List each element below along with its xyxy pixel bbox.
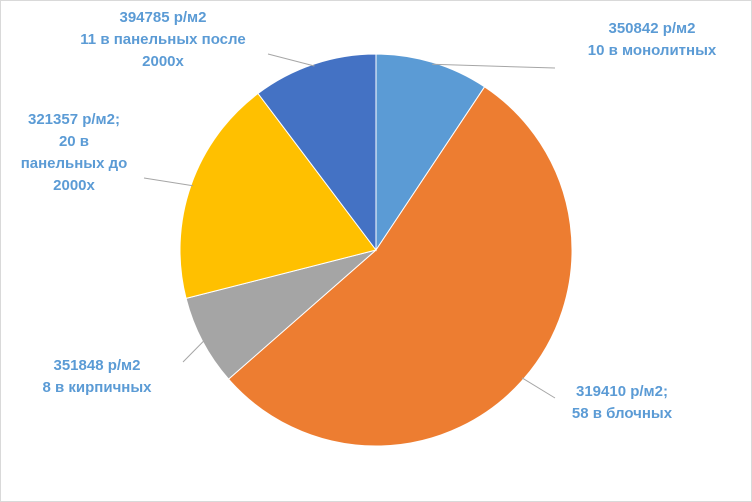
data-label-line: 351848 р/м2 <box>53 357 141 374</box>
data-label-line: панельных до <box>20 155 128 172</box>
leader-line <box>432 63 556 69</box>
data-label-monolithic: 350842 р/м2 10 в монолитных <box>557 18 747 62</box>
leader-line <box>143 177 194 187</box>
data-label-block: 319410 р/м2; 58 в блочных <box>532 381 712 425</box>
pie-slice-monolithic <box>375 53 486 252</box>
data-label-line: 10 в монолитных <box>587 42 717 59</box>
data-label-panel-before-2000: 321357 р/м2; 20 в панельных до 2000х <box>3 109 145 197</box>
data-label-line: 20 в <box>58 133 90 150</box>
leader-line <box>182 339 205 363</box>
data-label-line: 2000х <box>53 177 95 194</box>
leader-line <box>521 377 556 399</box>
leader-line <box>267 53 315 67</box>
data-label-line: 321357 р/м2; <box>28 111 120 128</box>
data-label-panel-after-2000: 394785 р/м2 11 в панельных после 2000х <box>48 7 278 73</box>
data-label-line: 8 в кирпичных <box>42 379 152 396</box>
data-label-line: 2000х <box>142 53 184 70</box>
data-label-line: 58 в блочных <box>571 405 673 422</box>
data-label-line: 394785 р/м2 <box>119 9 207 26</box>
data-label-brick: 351848 р/м2 8 в кирпичных <box>12 355 182 399</box>
data-label-line: 11 в панельных после <box>80 31 246 48</box>
leader-lines <box>143 53 556 399</box>
pie-slices <box>179 53 573 447</box>
data-label-line: 350842 р/м2 <box>608 20 696 37</box>
data-label-line: 319410 р/м2; <box>576 383 668 400</box>
pie-slice-panel-after-2000 <box>257 53 377 252</box>
